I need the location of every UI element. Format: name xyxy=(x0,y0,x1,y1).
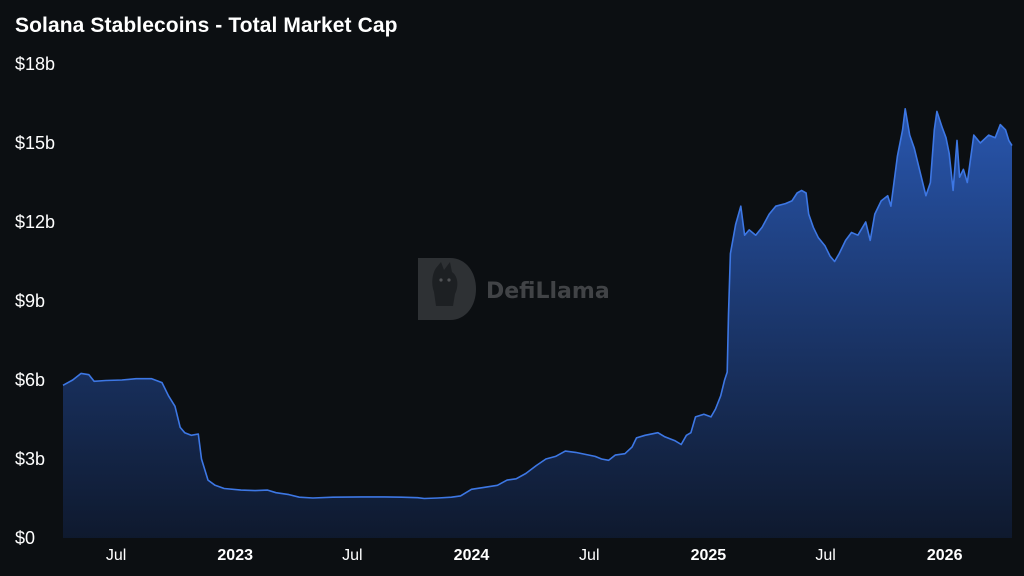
y-tick-label: $12b xyxy=(15,212,55,232)
y-tick-label: $18b xyxy=(15,54,55,74)
chart-title: Solana Stablecoins - Total Market Cap xyxy=(15,14,398,37)
x-tick-label: 2026 xyxy=(927,547,963,564)
llama-logo-icon xyxy=(418,258,476,320)
y-tick-label: $6b xyxy=(15,370,45,390)
x-tick-label: 2023 xyxy=(217,547,253,564)
y-tick-label: $9b xyxy=(15,291,45,311)
y-tick-label: $3b xyxy=(15,449,45,469)
watermark: DefiLlama xyxy=(418,258,610,320)
x-tick-label: Jul xyxy=(342,547,362,564)
series-line xyxy=(62,108,1013,500)
area-fill xyxy=(63,108,1012,539)
x-tick-label: Jul xyxy=(106,547,126,564)
x-tick-label: Jul xyxy=(579,547,599,564)
y-tick-label: $15b xyxy=(15,133,55,153)
watermark-text: DefiLlama xyxy=(486,279,610,304)
x-tick-label: 2025 xyxy=(691,547,727,564)
x-tick-label: Jul xyxy=(815,547,835,564)
y-tick-label: $0 xyxy=(15,528,35,548)
y-axis: $0 $3b $6b $9b $12b $15b $18b xyxy=(15,54,55,548)
x-axis: Jul 2023 Jul 2024 Jul 2025 Jul 2026 xyxy=(106,547,963,564)
x-tick-label: 2024 xyxy=(454,547,490,564)
